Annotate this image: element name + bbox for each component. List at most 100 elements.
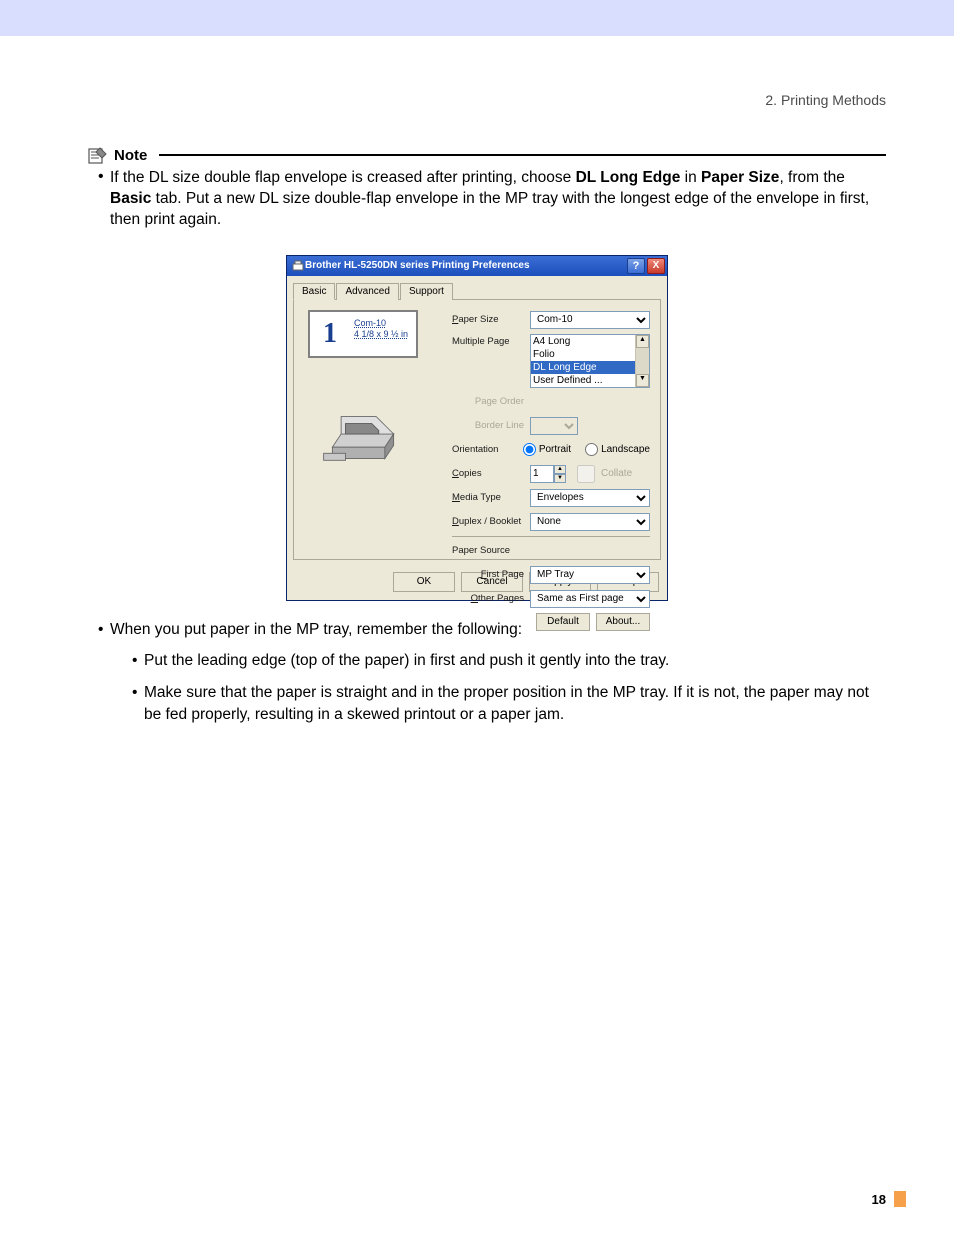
row-duplex: Duplex / Booklet None bbox=[452, 512, 650, 532]
row-page-order: Page Order bbox=[452, 392, 650, 412]
list-item[interactable]: User Defined ... bbox=[531, 374, 649, 387]
bullet-dot: • bbox=[98, 168, 110, 231]
list-item[interactable]: A4 Long bbox=[531, 335, 649, 348]
collate-label: Collate bbox=[601, 468, 632, 479]
summary-line1[interactable]: Com-10 bbox=[354, 318, 408, 329]
radio-portrait[interactable]: Portrait bbox=[523, 443, 571, 456]
list-item-selected[interactable]: DL Long Edge bbox=[531, 361, 649, 374]
row-paper-source: Paper Source bbox=[452, 541, 650, 561]
ok-button[interactable]: OK bbox=[393, 572, 455, 592]
post-text-2: Put the leading edge (top of the paper) … bbox=[144, 650, 669, 672]
radio-portrait-input[interactable] bbox=[523, 443, 536, 456]
left-column: 1 Com-10 4 1/8 x 9 ½ in bbox=[308, 310, 438, 474]
top-bar bbox=[0, 0, 954, 36]
dialog-wrap: Brother HL-5250DN series Printing Prefer… bbox=[68, 255, 886, 601]
bullet-dot: • bbox=[132, 650, 144, 672]
summary-line2[interactable]: 4 1/8 x 9 ½ in bbox=[354, 329, 408, 340]
page-number: 18 bbox=[872, 1192, 886, 1207]
border-line-select bbox=[530, 417, 578, 435]
paper-size-listbox[interactable]: A4 Long Folio DL Long Edge User Defined … bbox=[530, 334, 650, 388]
close-icon[interactable]: X bbox=[647, 258, 665, 274]
tab-panel: 1 Com-10 4 1/8 x 9 ½ in Paper Size bbox=[293, 300, 661, 560]
note-text: If the DL size double flap envelope is c… bbox=[110, 168, 886, 231]
spin-down-icon[interactable]: ▼ bbox=[554, 474, 566, 483]
t0: If the DL size double flap envelope is c… bbox=[110, 169, 576, 186]
list-item[interactable]: A3 bbox=[531, 387, 649, 388]
printer-illustration bbox=[308, 394, 418, 474]
t1: DL Long Edge bbox=[576, 169, 681, 186]
t6: tab. Put a new DL size double-flap envel… bbox=[110, 190, 869, 228]
label-media-type: Media Type bbox=[452, 492, 530, 503]
page-content: 2. Printing Methods Note • If the DL siz… bbox=[0, 36, 954, 726]
paper-size-select[interactable]: Com-10 bbox=[530, 311, 650, 329]
dialog-title: Brother HL-5250DN series Printing Prefer… bbox=[305, 260, 625, 271]
scroll-down-icon[interactable]: ▼ bbox=[636, 374, 649, 387]
scroll-up-icon[interactable]: ▲ bbox=[636, 335, 649, 348]
label-page-order: Page Order bbox=[452, 396, 530, 407]
label-other-pages: Other Pages bbox=[452, 593, 530, 604]
label-border-line: Border Line bbox=[452, 420, 530, 431]
t5: Basic bbox=[110, 190, 151, 207]
note-line bbox=[159, 154, 886, 156]
row-media-type: Media Type Envelopes bbox=[452, 488, 650, 508]
other-pages-select[interactable]: Same as First page bbox=[530, 590, 650, 608]
scrollbar[interactable]: ▲▼ bbox=[635, 335, 649, 387]
note-label: Note bbox=[114, 147, 147, 164]
label-duplex: Duplex / Booklet bbox=[452, 516, 530, 527]
label-first-page: First Page bbox=[452, 569, 530, 580]
label-copies: Copies bbox=[452, 468, 530, 479]
radio-portrait-label: Portrait bbox=[539, 444, 571, 455]
tab-advanced[interactable]: Advanced bbox=[336, 283, 398, 300]
label-orientation: Orientation bbox=[452, 444, 523, 455]
row-paper-size: Paper Size Com-10 bbox=[452, 310, 650, 330]
about-button[interactable]: About... bbox=[596, 613, 650, 631]
first-page-select[interactable]: MP Tray bbox=[530, 566, 650, 584]
bullet-dot: • bbox=[132, 682, 144, 725]
post-list: • When you put paper in the MP tray, rem… bbox=[68, 619, 886, 726]
collate-checkbox: Collate bbox=[574, 465, 632, 483]
t2: in bbox=[680, 169, 701, 186]
label-multiple-page: Multiple Page bbox=[452, 334, 530, 347]
tabs: Basic Advanced Support bbox=[293, 282, 661, 300]
copies-input[interactable] bbox=[530, 465, 554, 483]
note-bullet: • If the DL size double flap envelope is… bbox=[98, 168, 886, 231]
label-paper-size: Paper Size bbox=[452, 314, 530, 325]
small-buttons: Default About... bbox=[452, 613, 650, 631]
separator bbox=[452, 536, 650, 537]
bullet-dot: • bbox=[98, 619, 110, 641]
default-button[interactable]: Default bbox=[536, 613, 590, 631]
row-orientation: Orientation Portrait Landscape bbox=[452, 440, 650, 460]
list-item[interactable]: Folio bbox=[531, 348, 649, 361]
t4: , from the bbox=[779, 169, 844, 186]
summary-box: 1 Com-10 4 1/8 x 9 ½ in bbox=[308, 310, 418, 358]
row-multiple-page: Multiple Page A4 Long Folio DL Long Edge… bbox=[452, 334, 650, 388]
radio-landscape-input[interactable] bbox=[585, 443, 598, 456]
dialog-body: Basic Advanced Support 1 Com-10 4 1/8 x … bbox=[287, 276, 667, 566]
media-type-select[interactable]: Envelopes bbox=[530, 489, 650, 507]
note-icon bbox=[88, 146, 108, 164]
row-border-line: Border Line bbox=[452, 416, 650, 436]
collate-input bbox=[574, 465, 598, 483]
tab-basic[interactable]: Basic bbox=[293, 283, 335, 300]
duplex-select[interactable]: None bbox=[530, 513, 650, 531]
tab-support[interactable]: Support bbox=[400, 283, 453, 300]
print-preferences-dialog: Brother HL-5250DN series Printing Prefer… bbox=[286, 255, 668, 601]
copies-spinner[interactable]: ▲▼ bbox=[530, 465, 566, 483]
post-bullet-2: • Put the leading edge (top of the paper… bbox=[132, 650, 886, 672]
summary-lines: Com-10 4 1/8 x 9 ½ in bbox=[350, 312, 412, 356]
spin-up-icon[interactable]: ▲ bbox=[554, 465, 566, 474]
t3: Paper Size bbox=[701, 169, 779, 186]
breadcrumb: 2. Printing Methods bbox=[68, 92, 886, 108]
post-bullet-3: • Make sure that the paper is straight a… bbox=[132, 682, 886, 725]
label-paper-source: Paper Source bbox=[452, 545, 530, 556]
row-other-pages: Other Pages Same as First page bbox=[452, 589, 650, 609]
dialog-icon bbox=[291, 259, 305, 273]
post-text-3: Make sure that the paper is straight and… bbox=[144, 682, 886, 725]
help-icon[interactable]: ? bbox=[627, 258, 645, 274]
dialog-titlebar[interactable]: Brother HL-5250DN series Printing Prefer… bbox=[287, 256, 667, 276]
row-first-page: First Page MP Tray bbox=[452, 565, 650, 585]
summary-number: 1 bbox=[310, 312, 350, 356]
page-marker bbox=[894, 1191, 906, 1207]
radio-landscape-label: Landscape bbox=[601, 444, 650, 455]
radio-landscape[interactable]: Landscape bbox=[585, 443, 650, 456]
